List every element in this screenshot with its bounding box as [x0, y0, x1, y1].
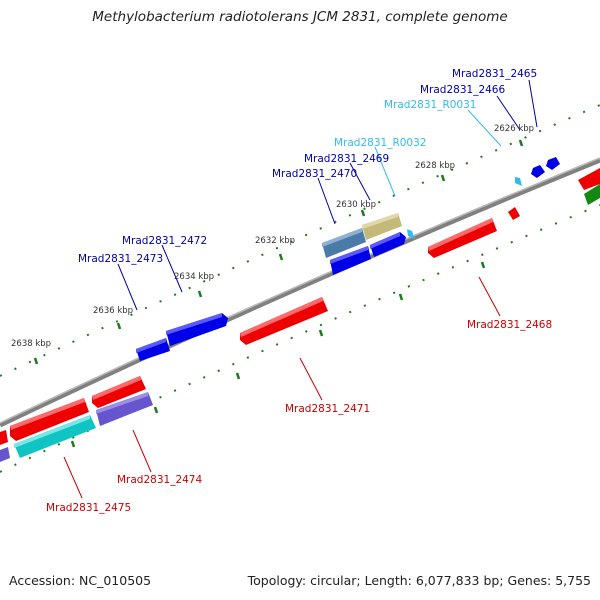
inner-tick-ring — [0, 204, 600, 473]
genome-summary-text: Topology: circular; Length: 6,077,833 bp… — [247, 573, 591, 588]
gene-mrad2831-r0031[interactable] — [515, 177, 522, 186]
gene-labels: Mrad2831_2465 Mrad2831_2466 Mrad2831_R00… — [46, 68, 552, 514]
gene-mrad2831-2473[interactable] — [136, 338, 170, 361]
reverse-genes — [0, 168, 600, 462]
gene-label[interactable]: Mrad2831_2465 — [452, 68, 537, 80]
gene-block-left-red[interactable] — [0, 430, 8, 445]
tick-label: 2636 kbp — [93, 306, 133, 316]
genome-backbone — [0, 157, 600, 428]
major-ticks — [33, 139, 524, 448]
gene-label[interactable]: Mrad2831_2469 — [304, 153, 389, 165]
forward-genes — [136, 157, 560, 361]
tick-label: 2634 kbp — [174, 272, 214, 282]
tick-label: 2632 kbp — [255, 236, 295, 246]
gene-label[interactable]: Mrad2831_2466 — [420, 84, 505, 96]
gene-label[interactable]: Mrad2831_2470 — [272, 168, 357, 180]
gene-mrad2831-2470[interactable] — [322, 228, 366, 258]
label-leaders — [63, 79, 538, 499]
gene-block-forward-a[interactable] — [330, 246, 371, 275]
gene-block-purple[interactable] — [96, 392, 153, 426]
gene-label[interactable]: Mrad2831_2473 — [78, 253, 163, 265]
gene-label[interactable]: Mrad2831_2474 — [117, 474, 202, 486]
gene-label[interactable]: Mrad2831_2472 — [122, 235, 207, 247]
gene-block-cyan[interactable] — [14, 415, 96, 458]
gene-block-forward-b[interactable] — [370, 232, 406, 257]
tick-label: 2628 kbp — [415, 161, 455, 171]
gene-block-green-edge[interactable] — [584, 184, 600, 205]
tick-label: 2630 kbp — [336, 200, 376, 210]
gene-mrad2831-2471[interactable] — [240, 297, 328, 345]
gene-label[interactable]: Mrad2831_R0031 — [384, 99, 476, 111]
gene-label[interactable]: Mrad2831_R0032 — [334, 137, 426, 149]
gene-block-reverse-edge[interactable] — [578, 168, 600, 190]
tick-label: 2638 kbp — [11, 339, 51, 349]
gene-label[interactable]: Mrad2831_2468 — [467, 319, 552, 331]
gene-mrad2831-r0032[interactable] — [407, 229, 415, 239]
gene-mrad2831-2469[interactable] — [362, 213, 402, 240]
tick-labels: 2626 kbp 2628 kbp 2630 kbp 2632 kbp 2634… — [11, 124, 534, 349]
gene-mrad2831-2465[interactable] — [546, 157, 560, 170]
gene-block-reverse-small[interactable] — [508, 207, 520, 220]
outer-tick-ring — [0, 104, 600, 377]
gene-mrad2831-2474[interactable] — [92, 376, 146, 408]
gene-block-left-purple[interactable] — [0, 447, 10, 462]
gene-label[interactable]: Mrad2831_2475 — [46, 502, 131, 514]
tick-label: 2626 kbp — [494, 124, 534, 134]
gene-mrad2831-2472[interactable] — [166, 313, 228, 346]
gene-mrad2831-2466[interactable] — [531, 165, 545, 178]
gene-label[interactable]: Mrad2831_2471 — [285, 403, 370, 415]
gene-mrad2831-2475[interactable] — [10, 398, 89, 441]
map-title: Methylobacterium radiotolerans JCM 2831,… — [92, 9, 508, 25]
accession-text: Accession: NC_010505 — [9, 573, 152, 588]
